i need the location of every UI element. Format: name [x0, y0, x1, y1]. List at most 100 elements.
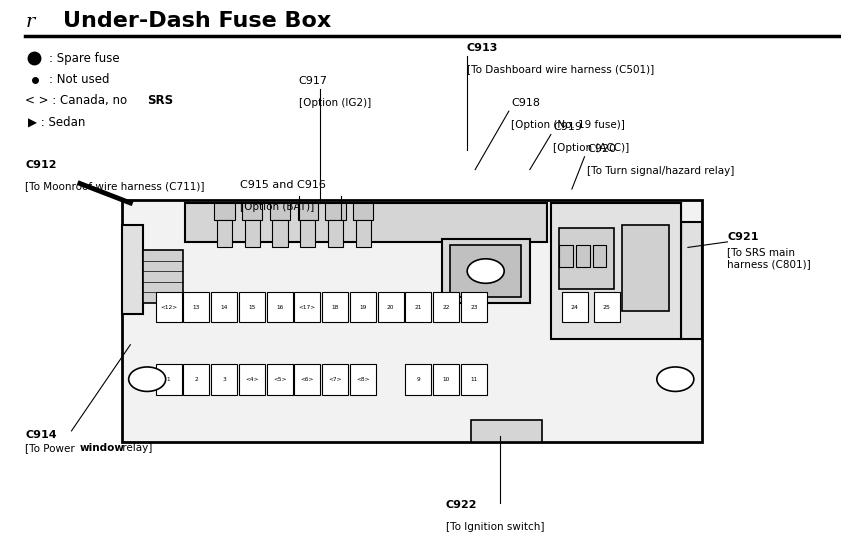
Text: [Option (No. 19 fuse)]: [Option (No. 19 fuse)]: [511, 108, 625, 130]
Text: C917: C917: [299, 76, 327, 86]
Bar: [562, 292, 588, 322]
Text: 24: 24: [571, 305, 579, 310]
Text: C921: C921: [727, 232, 759, 242]
Bar: [350, 364, 376, 395]
Text: 11: 11: [470, 377, 478, 382]
Text: ▶ : Sedan: ▶ : Sedan: [28, 115, 85, 128]
Bar: [325, 203, 346, 220]
Text: 13: 13: [193, 305, 200, 310]
Bar: [143, 250, 183, 303]
Text: C919: C919: [553, 122, 582, 132]
Text: 20: 20: [387, 305, 394, 310]
Text: r: r: [25, 13, 34, 31]
Bar: [270, 203, 290, 220]
Text: <5>: <5>: [272, 377, 287, 382]
Bar: [356, 220, 371, 247]
Text: 1: 1: [167, 377, 171, 382]
Bar: [298, 203, 318, 220]
Bar: [442, 239, 530, 303]
Bar: [405, 292, 431, 322]
Bar: [122, 225, 143, 314]
Text: SRS: SRS: [147, 94, 173, 107]
Text: C913: C913: [467, 43, 498, 53]
Bar: [559, 228, 614, 289]
Text: : Not used: : Not used: [49, 73, 109, 86]
Bar: [267, 292, 293, 322]
Bar: [267, 364, 293, 395]
Text: [Option (BAT)]: [Option (BAT)]: [240, 190, 314, 212]
Text: < > : Canada, no: < > : Canada, no: [25, 94, 131, 107]
Bar: [576, 245, 590, 267]
Bar: [239, 364, 265, 395]
Bar: [328, 220, 343, 247]
Bar: [242, 203, 262, 220]
Text: 21: 21: [415, 305, 422, 310]
Bar: [322, 292, 348, 322]
Text: [To Moonroof wire harness (C711)]: [To Moonroof wire harness (C711)]: [25, 170, 204, 191]
Bar: [405, 364, 431, 395]
Text: 19: 19: [359, 305, 367, 310]
Bar: [272, 220, 288, 247]
Bar: [214, 203, 235, 220]
Bar: [300, 220, 315, 247]
Bar: [156, 292, 182, 322]
Text: [Option (ACC)]: [Option (ACC)]: [553, 132, 630, 153]
Text: 9: 9: [416, 377, 420, 382]
Text: : Spare fuse: : Spare fuse: [49, 52, 119, 65]
Bar: [594, 292, 620, 322]
Bar: [461, 292, 487, 322]
Text: 18: 18: [331, 305, 339, 310]
Bar: [122, 200, 702, 442]
Bar: [294, 292, 320, 322]
Bar: [183, 364, 209, 395]
Bar: [185, 203, 547, 242]
Text: C912: C912: [25, 160, 56, 170]
Text: 2: 2: [194, 377, 198, 382]
Bar: [294, 364, 320, 395]
Bar: [378, 292, 404, 322]
Text: C914: C914: [25, 430, 57, 440]
Bar: [622, 225, 669, 311]
Text: window: window: [80, 443, 125, 453]
Bar: [183, 292, 209, 322]
Text: <6>: <6>: [301, 377, 314, 382]
Bar: [681, 222, 702, 339]
Text: relay]: relay]: [119, 443, 153, 453]
Text: 14: 14: [220, 305, 228, 310]
Text: 25: 25: [603, 305, 611, 310]
Text: 15: 15: [248, 305, 256, 310]
Text: <7>: <7>: [328, 377, 342, 382]
Text: [Option (IG2)]: [Option (IG2)]: [299, 86, 371, 108]
Text: [To SRS main
harness (C801)]: [To SRS main harness (C801)]: [727, 247, 812, 269]
Text: [To Ignition switch]: [To Ignition switch]: [446, 510, 544, 532]
Text: 23: 23: [470, 305, 478, 310]
Bar: [239, 292, 265, 322]
Text: [To Turn signal/hazard relay]: [To Turn signal/hazard relay]: [587, 154, 734, 176]
Text: <17>: <17>: [299, 305, 316, 310]
Bar: [551, 203, 681, 242]
Text: <12>: <12>: [160, 305, 177, 310]
Bar: [217, 220, 232, 247]
Bar: [322, 364, 348, 395]
Bar: [461, 364, 487, 395]
Bar: [211, 292, 237, 322]
Bar: [211, 364, 237, 395]
Text: C920: C920: [587, 144, 616, 154]
Bar: [350, 292, 376, 322]
Text: [To Dashboard wire harness (C501)]: [To Dashboard wire harness (C501)]: [467, 53, 654, 75]
Bar: [551, 203, 681, 339]
Text: <8>: <8>: [356, 377, 370, 382]
Bar: [559, 245, 573, 267]
Text: [To Power: [To Power: [25, 443, 78, 453]
Text: 10: 10: [442, 377, 450, 382]
Circle shape: [468, 259, 504, 283]
Text: 3: 3: [222, 377, 226, 382]
Bar: [450, 245, 521, 297]
Bar: [433, 292, 459, 322]
Bar: [471, 420, 542, 442]
Bar: [245, 220, 260, 247]
Text: 16: 16: [276, 305, 283, 310]
Bar: [353, 203, 373, 220]
Text: 22: 22: [442, 305, 450, 310]
Text: Under-Dash Fuse Box: Under-Dash Fuse Box: [63, 11, 331, 31]
